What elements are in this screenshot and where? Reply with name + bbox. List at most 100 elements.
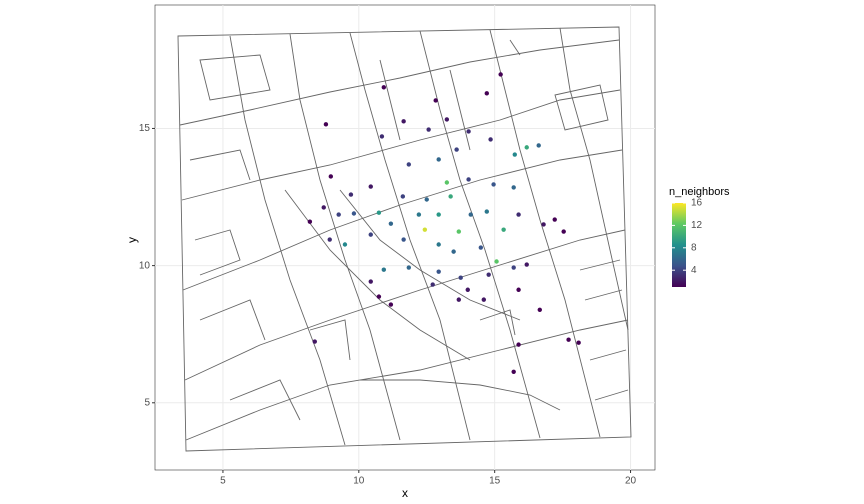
point [478, 245, 484, 250]
street [339, 189, 521, 321]
point [376, 294, 382, 299]
street [449, 69, 471, 151]
point [401, 237, 406, 242]
point [406, 265, 412, 270]
point [312, 339, 317, 344]
point [451, 249, 456, 254]
y-axis-title: y [125, 237, 139, 243]
point [368, 232, 373, 237]
street [189, 149, 251, 181]
point [494, 259, 499, 264]
point [488, 137, 493, 142]
point [536, 143, 541, 148]
street [284, 189, 471, 361]
point [430, 282, 435, 287]
point [336, 212, 341, 217]
point [342, 242, 348, 247]
point [498, 72, 503, 77]
point [368, 184, 373, 189]
street [559, 27, 629, 331]
street [229, 379, 301, 421]
colorbar [672, 203, 686, 287]
x-tick-label: 20 [625, 476, 637, 487]
point [321, 205, 326, 210]
legend-title: n_neighbors [669, 186, 730, 198]
colorbar-tick-label: 12 [691, 220, 703, 231]
point [307, 219, 313, 224]
street [489, 29, 601, 438]
point [381, 267, 387, 272]
point [426, 127, 431, 132]
point [541, 222, 546, 227]
point [323, 122, 329, 127]
x-tick-label: 15 [489, 476, 501, 487]
point [406, 162, 412, 167]
point [436, 242, 441, 247]
street [579, 259, 621, 271]
point [379, 134, 385, 139]
street [185, 319, 629, 441]
street [182, 149, 623, 291]
point [458, 275, 463, 280]
point [465, 287, 470, 292]
colorbar-tick-label: 8 [691, 242, 697, 253]
point [436, 212, 441, 217]
point [516, 287, 521, 292]
street [309, 319, 351, 361]
point [524, 262, 529, 267]
street [554, 84, 609, 131]
point [491, 182, 496, 187]
point [552, 217, 557, 222]
x-tick-label: 10 [353, 476, 365, 487]
street [199, 54, 271, 101]
point [348, 192, 354, 197]
point [436, 157, 441, 162]
point [511, 185, 516, 190]
point [468, 212, 473, 217]
street [194, 229, 241, 276]
points [307, 72, 581, 374]
point [328, 174, 334, 179]
point [516, 212, 521, 217]
point [456, 297, 462, 302]
x-axis-title: x [402, 486, 408, 500]
point [484, 209, 489, 214]
street [509, 39, 521, 56]
point [511, 265, 516, 270]
y-tick-label: 10 [139, 260, 151, 271]
point [351, 211, 357, 216]
point [537, 307, 542, 312]
point [466, 129, 471, 134]
street [184, 229, 626, 381]
y-tick-label: 5 [144, 397, 150, 408]
point [481, 297, 487, 302]
street [360, 379, 561, 411]
street [349, 32, 471, 441]
street [379, 59, 401, 141]
point [381, 85, 387, 90]
point [368, 279, 373, 284]
point [511, 369, 516, 374]
point [327, 237, 332, 242]
colorbar-tick-label: 16 [691, 198, 703, 209]
point [516, 342, 521, 347]
point [444, 180, 450, 185]
street [289, 33, 401, 441]
point [524, 145, 529, 150]
point [444, 117, 450, 122]
point [512, 152, 517, 157]
point [401, 119, 406, 124]
grid [155, 5, 655, 470]
point [436, 269, 441, 274]
street [594, 389, 629, 401]
point [376, 210, 382, 215]
point [400, 194, 406, 199]
point [576, 340, 581, 345]
point [466, 177, 471, 182]
point [486, 272, 491, 277]
street [229, 35, 346, 446]
panel [154, 4, 656, 471]
point [454, 147, 459, 152]
point [388, 221, 394, 226]
